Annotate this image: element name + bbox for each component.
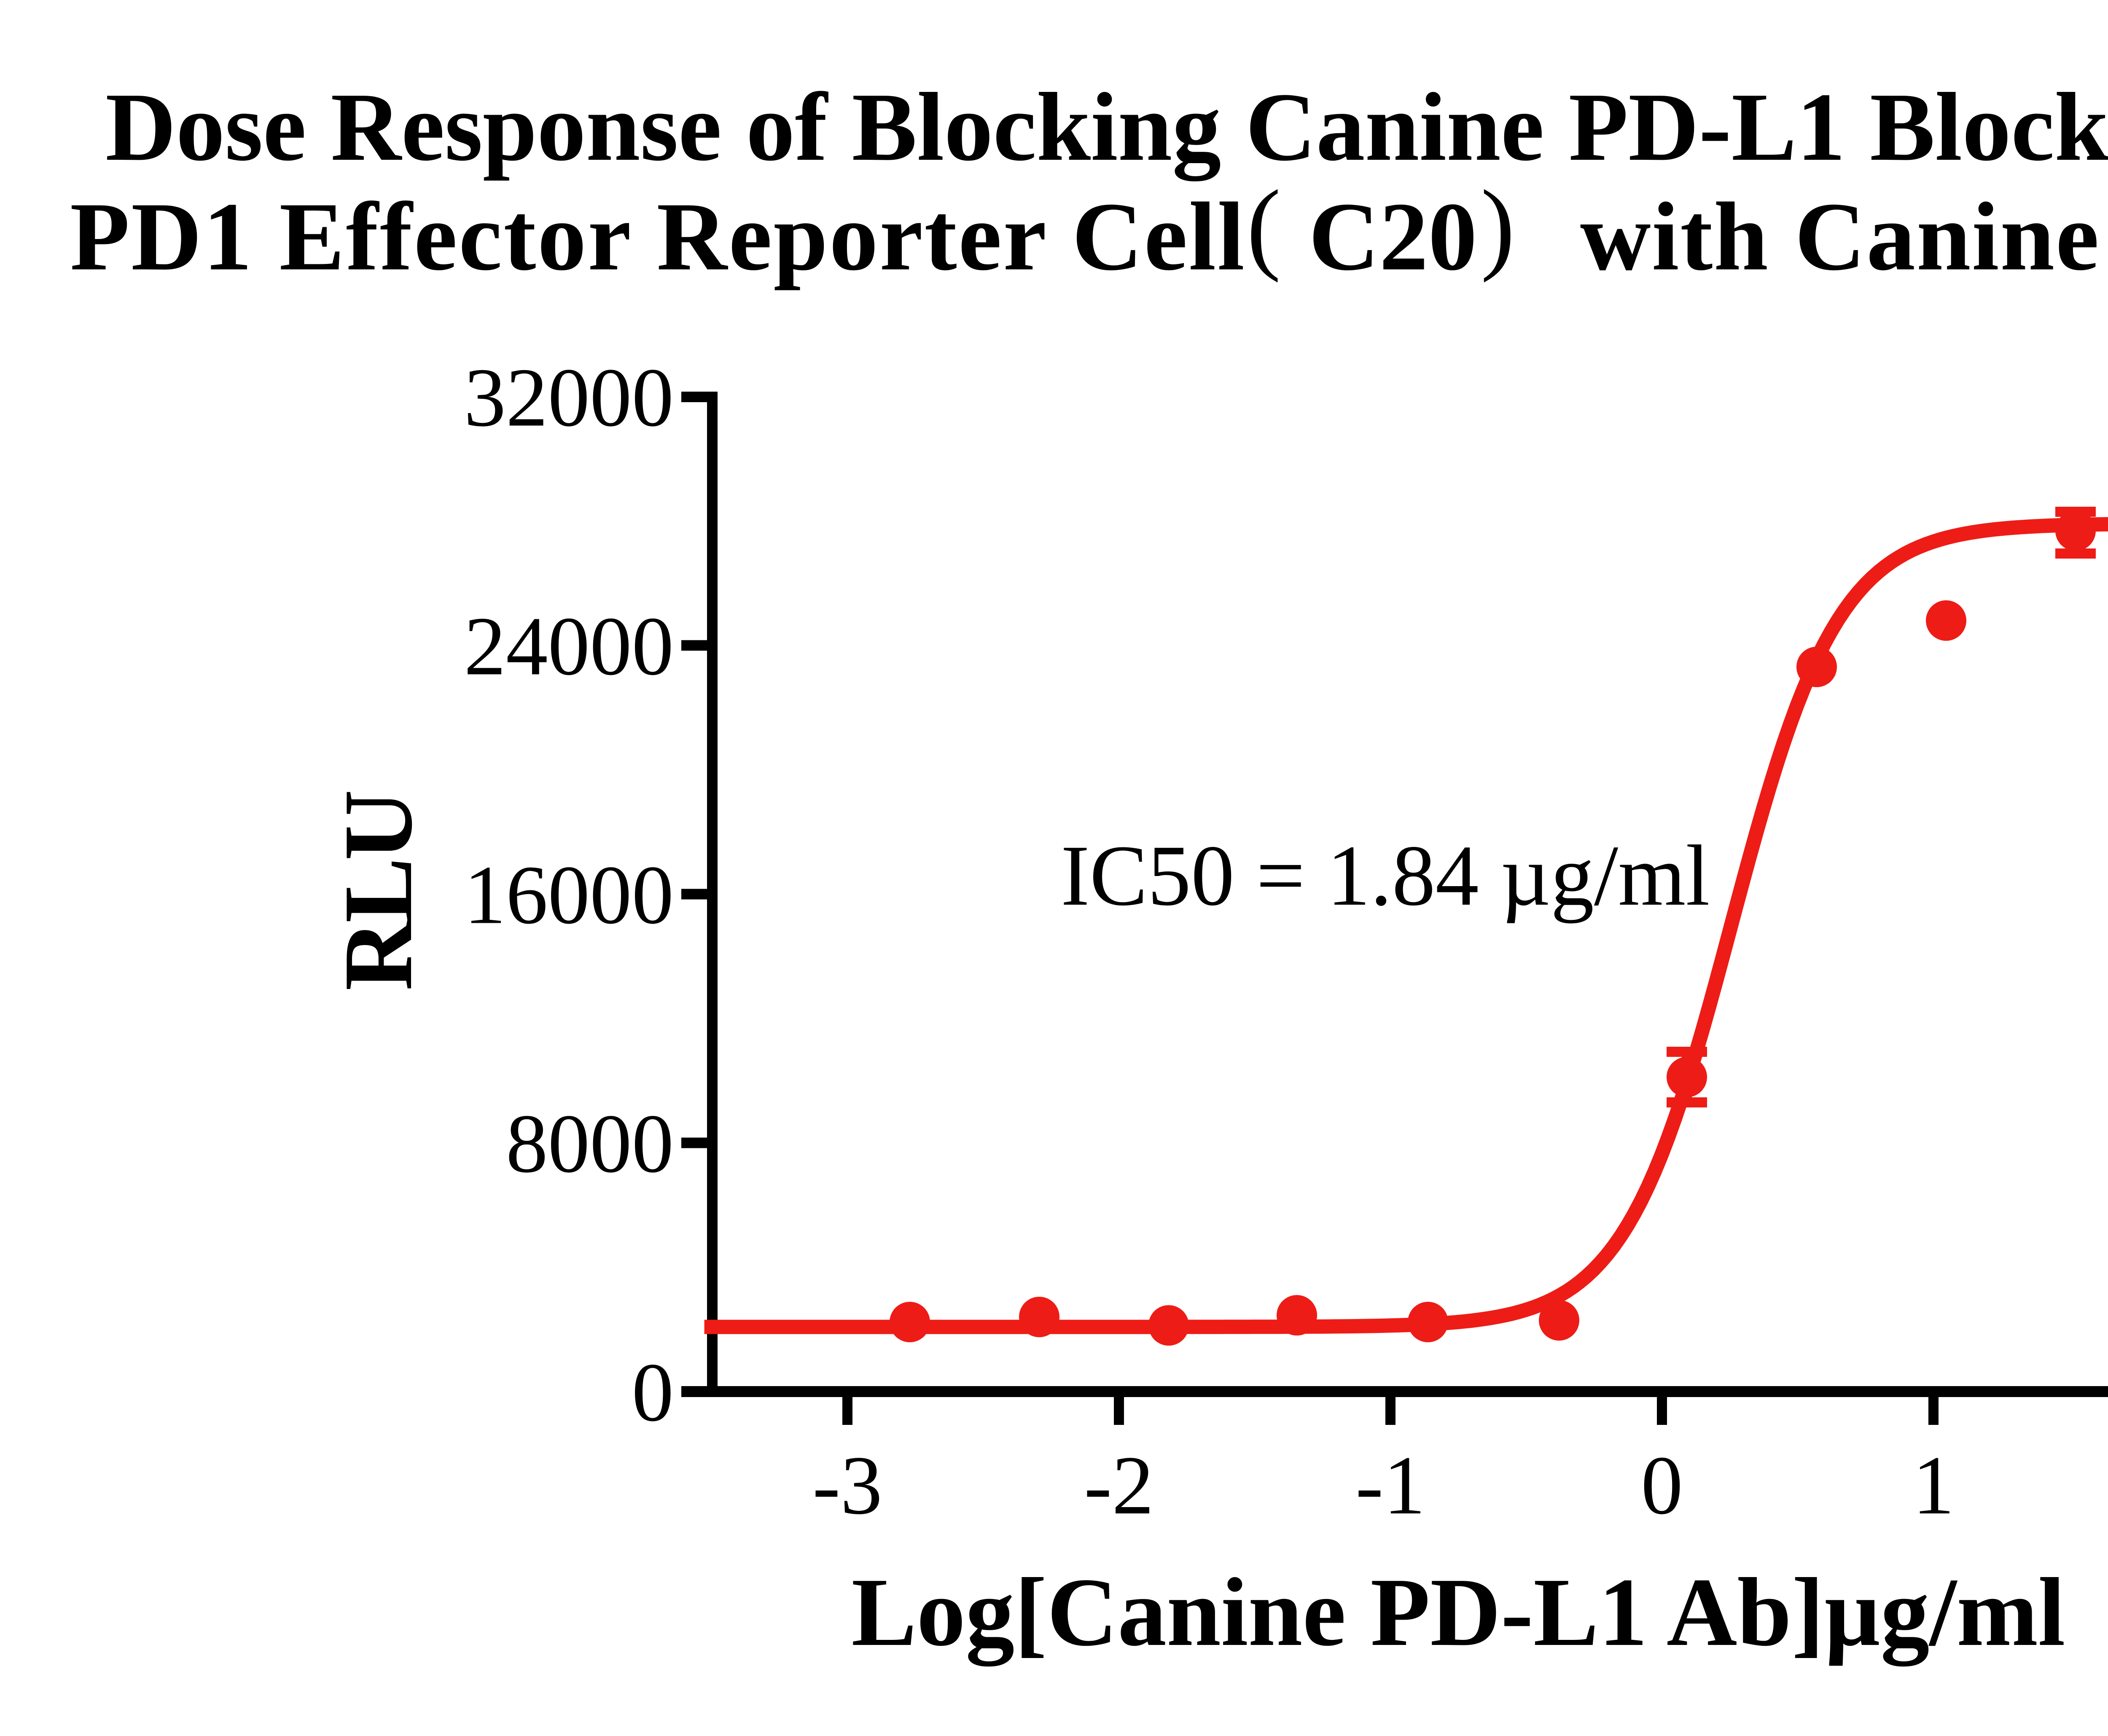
svg-text:24000: 24000 xyxy=(464,600,674,693)
svg-text:RLU: RLU xyxy=(324,790,433,991)
svg-text:1: 1 xyxy=(1912,1439,1955,1532)
svg-text:(: ( xyxy=(1247,169,1281,283)
svg-text:32000: 32000 xyxy=(464,352,674,444)
svg-text:): ) xyxy=(1481,169,1515,283)
svg-text:0: 0 xyxy=(1641,1439,1683,1532)
svg-text:with Canine PDL1 aAPC Cell: with Canine PDL1 aAPC Cell xyxy=(1580,183,2108,291)
svg-text:8000: 8000 xyxy=(506,1098,674,1190)
svg-text:PD1 Effector Reporter Cell: PD1 Effector Reporter Cell xyxy=(70,183,1245,291)
svg-text:-1: -1 xyxy=(1355,1439,1425,1532)
svg-text:16000: 16000 xyxy=(464,849,674,942)
svg-text:IC50 = 1.84 µg/ml: IC50 = 1.84 µg/ml xyxy=(1061,827,1710,924)
svg-text:-3: -3 xyxy=(812,1439,882,1532)
svg-text:Dose Response of Blocking Cani: Dose Response of Blocking Canine PD-L1 B… xyxy=(105,73,2108,181)
svg-text:0: 0 xyxy=(632,1346,674,1439)
svg-text:C20: C20 xyxy=(1309,183,1477,291)
svg-text:Log[Canine PD-L1 Ab]µg/ml: Log[Canine PD-L1 Ab]µg/ml xyxy=(851,1558,2065,1666)
svg-text:-2: -2 xyxy=(1084,1439,1154,1532)
